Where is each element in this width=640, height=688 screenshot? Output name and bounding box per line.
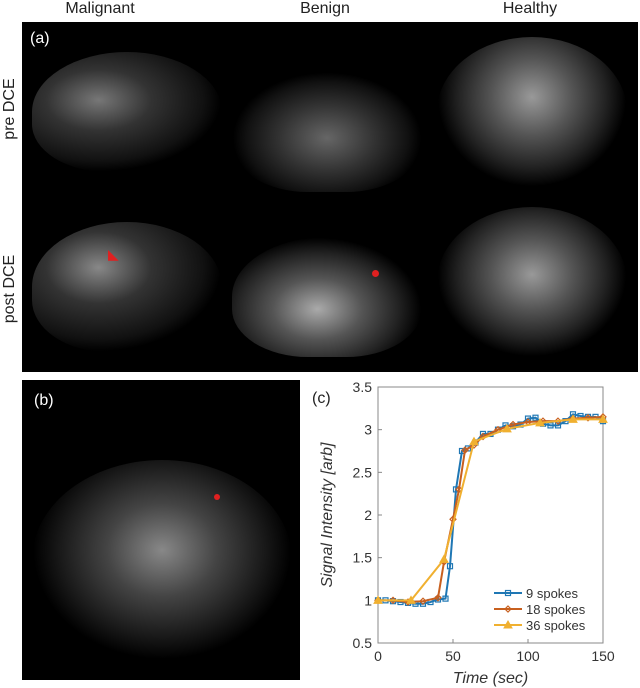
row-label-post-dce: post DCE [1, 254, 18, 324]
mri-malignant-pre [32, 52, 222, 172]
data-point-18-spokes [419, 597, 427, 606]
column-header-healthy: Healthy [502, 0, 558, 17]
lesion-arrow-icon: ◣ [108, 246, 119, 262]
data-point-9-spokes [446, 563, 454, 570]
legend-marker-9-spokes [504, 589, 512, 597]
data-point-18-spokes [455, 485, 463, 494]
data-point-36-spokes [598, 414, 608, 423]
data-point-18-spokes [434, 593, 442, 602]
mri-benign-post [232, 237, 422, 357]
data-point-36-spokes [373, 595, 383, 604]
column-header-malignant: Malignant [65, 0, 135, 17]
column-header-benign: Benign [300, 0, 350, 17]
x-tick-label: 50 [445, 648, 461, 664]
mri-healthy-pre [437, 37, 627, 187]
signal-intensity-chart: 0 50 100 150 0.5 1 1.5 2 2.5 3 3.5 Time (sec) Signal… [319, 379, 615, 687]
x-tick-label: 0 [374, 648, 382, 664]
data-point-36-spokes [568, 414, 578, 423]
legend-label-36-spokes: 36 spokes [526, 618, 586, 633]
data-point-18-spokes [584, 413, 592, 422]
y-tick-label: 2 [364, 507, 372, 523]
data-point-9-spokes [554, 422, 562, 429]
data-point-36-spokes [406, 595, 416, 604]
row-label-pre-dce: pre DCE [1, 78, 18, 140]
y-tick-label: 0.5 [353, 635, 373, 651]
x-axis-label: Time (sec) [453, 670, 528, 687]
panel-label-a: (a) [30, 30, 50, 47]
legend-label-18-spokes: 18 spokes [526, 602, 586, 617]
data-point-36-spokes [439, 554, 449, 563]
y-tick-label: 3 [364, 422, 372, 438]
data-point-9-spokes [547, 422, 554, 429]
y-tick-label: 2.5 [353, 464, 373, 480]
roi-marker-icon [214, 494, 220, 500]
lesion-marker-icon [372, 270, 379, 277]
data-point-18-spokes [479, 432, 487, 441]
data-point-36-spokes [535, 417, 545, 427]
legend-marker-18-spokes [504, 605, 512, 613]
panel-label-c: (c) [312, 390, 331, 407]
x-tick-label: 150 [591, 648, 615, 664]
mri-grid-panel-a: (a) ◣ [22, 22, 638, 372]
data-point-9-spokes [532, 414, 539, 421]
legend-label-9-spokes: 9 spokes [526, 586, 579, 601]
data-point-18-spokes [461, 446, 469, 454]
y-axis-label: Signal Intensity [arb] [319, 442, 336, 588]
legend-marker-36-spokes [503, 619, 513, 629]
plot-area [377, 386, 604, 644]
data-point-18-spokes [389, 596, 397, 605]
y-tick-label: 1 [364, 592, 372, 608]
data-point-9-spokes [442, 595, 449, 602]
y-tick-label: 3.5 [353, 379, 373, 395]
series-line-36-spokes [378, 418, 603, 602]
panel-label-b: (b) [34, 392, 54, 409]
data-point-36-spokes [469, 436, 479, 446]
mri-malignant-post [32, 222, 222, 352]
x-tick-label: 100 [516, 648, 540, 664]
mri-benign-pre [232, 72, 422, 192]
mri-image-b [32, 460, 292, 660]
data-point-36-spokes [502, 423, 512, 433]
y-tick-label: 1.5 [353, 550, 373, 566]
mri-panel-b: (b) [22, 380, 300, 680]
mri-healthy-post [437, 207, 627, 357]
